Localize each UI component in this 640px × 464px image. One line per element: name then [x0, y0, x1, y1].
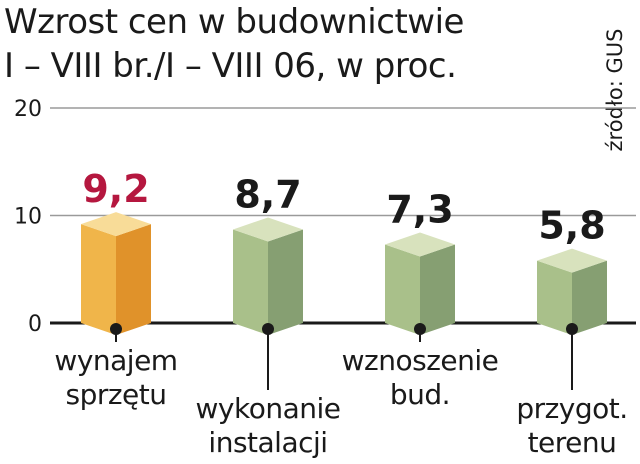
- bar-side: [572, 260, 607, 335]
- chart-title-line-1: Wzrost cen w budownictwie: [4, 2, 464, 42]
- y-tick-label: 0: [28, 312, 42, 337]
- value-label: 9,2: [82, 167, 149, 211]
- value-label: 8,7: [234, 172, 301, 216]
- bar-side: [116, 224, 151, 335]
- bar-top: [233, 217, 303, 242]
- bar-front: [385, 244, 420, 335]
- category-label: bud.: [390, 378, 450, 411]
- bar-front: [233, 229, 268, 335]
- bar-top: [385, 232, 455, 257]
- value-label: 7,3: [386, 188, 453, 232]
- category-label: wykonanie: [196, 392, 341, 425]
- y-tick-label: 20: [14, 97, 42, 122]
- bar-front: [537, 260, 572, 335]
- category-label: wznoszenie: [342, 344, 499, 377]
- category-label: wynajem: [54, 344, 177, 377]
- value-label: 5,8: [538, 204, 605, 248]
- bar-top: [81, 212, 151, 237]
- chart-title-line-2: I – VIII br./I – VIII 06, w proc.: [4, 46, 457, 86]
- bar-side: [268, 229, 303, 335]
- y-tick-label: 10: [14, 205, 42, 230]
- category-label: przygot.: [516, 392, 627, 425]
- category-label: instalacji: [208, 426, 327, 459]
- category-label: terenu: [528, 426, 617, 459]
- bar-side: [420, 244, 455, 335]
- bar-front: [81, 224, 116, 335]
- category-label: sprzętu: [65, 378, 166, 411]
- bar-top: [537, 248, 607, 273]
